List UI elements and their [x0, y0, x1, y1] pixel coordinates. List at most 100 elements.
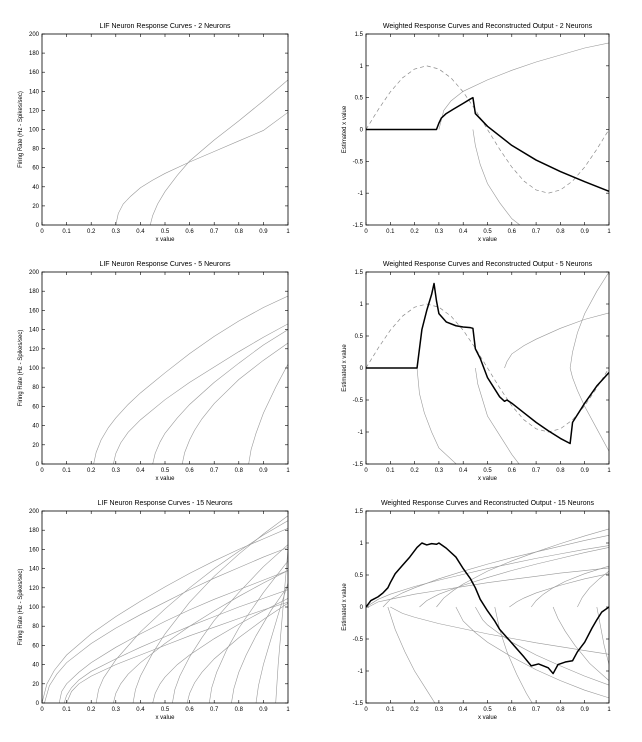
neuron-curve-1 — [416, 367, 457, 464]
y-tick-label: 0 — [360, 128, 364, 134]
plot-area — [366, 272, 609, 464]
y-tick-label: 180 — [29, 289, 40, 295]
neuron-curve-2 — [149, 79, 288, 225]
neuron-curve-4 — [63, 589, 288, 703]
x-tick-label: 0 — [40, 468, 44, 474]
plot-area — [115, 79, 288, 225]
x-tick-label: 0.4 — [136, 468, 145, 474]
y-tick-label: 200 — [29, 270, 40, 276]
neuron-curve-5 — [248, 364, 288, 464]
y-tick-label: -0.5 — [353, 159, 364, 165]
neuron-curve-7 — [113, 570, 288, 703]
axes-frame — [41, 271, 289, 465]
y-axis-label: Firing Rate (Hz - Spikes/sec) — [18, 330, 24, 407]
panel-lif-2: 0 0.1 0.2 0.3 0.4 0.5 0.6 0.7 0.8 0.9 1 0 20 40 60 80 10… — [18, 23, 290, 243]
y-tick-label: 1 — [360, 302, 364, 308]
x-tick-label: 0.5 — [161, 468, 170, 474]
neuron-curve-12 — [596, 606, 609, 665]
x-tick-label: 0.1 — [386, 468, 395, 474]
y-tick-label: 60 — [32, 404, 39, 410]
y-axis-label: Firing Rate (Hz - Spikes/sec) — [18, 91, 24, 168]
neuron-curve-8 — [509, 573, 609, 608]
y-tick-label: 0.5 — [355, 96, 364, 102]
x-tick-label: 0 — [40, 707, 44, 713]
y-axis-label: Estimated x value — [342, 583, 348, 631]
y-axis-label: Firing Rate (Hz - Spikes/sec) — [18, 569, 24, 646]
neuron-curve-12 — [208, 560, 288, 703]
x-tick-label: 0.4 — [459, 229, 468, 235]
chart-title: Weighted Response Curves and Reconstruct… — [383, 261, 593, 268]
x-tick-label: 0.8 — [235, 707, 244, 713]
plot-area — [366, 528, 609, 703]
x-tick-label: 0 — [364, 707, 368, 713]
x-tick-label: 0.9 — [259, 229, 268, 235]
neuron-curve-5 — [569, 272, 609, 369]
x-tick-label: 0.1 — [386, 229, 395, 235]
x-tick-label: 0.5 — [483, 468, 492, 474]
x-axis-label: x value — [155, 715, 175, 721]
reconstructed-output-curve — [366, 282, 609, 445]
neuron-curve-4 — [181, 342, 288, 464]
y-tick-label: -1.5 — [353, 462, 364, 468]
y-tick-label: 60 — [32, 643, 39, 649]
y-tick-label: -1.5 — [353, 223, 364, 229]
neuron-curve-6 — [95, 520, 288, 703]
y-tick-label: 160 — [29, 308, 40, 314]
x-tick-label: 0.8 — [556, 707, 565, 713]
neuron-curve-2 — [113, 323, 288, 464]
x-tick-label: 0.2 — [410, 229, 419, 235]
x-tick-label: 0.9 — [581, 707, 590, 713]
neuron-curve-1 — [366, 545, 609, 608]
neuron-curve-1 — [438, 42, 609, 130]
x-tick-label: 0.9 — [581, 468, 590, 474]
x-tick-label: 0.2 — [410, 707, 419, 713]
neuron-curve-8 — [132, 515, 288, 703]
y-tick-label: 120 — [29, 586, 40, 592]
axes-frame — [41, 510, 289, 704]
x-tick-label: 0.6 — [508, 229, 517, 235]
x-tick-label: 0.2 — [87, 707, 96, 713]
neuron-curve-2 — [44, 547, 288, 703]
x-tick-label: 0.9 — [259, 707, 268, 713]
neuron-curve-13 — [231, 585, 288, 703]
y-tick-label: -0.5 — [353, 398, 364, 404]
x-tick-label: 0.4 — [459, 468, 468, 474]
y-axis-label: Estimated x value — [342, 105, 348, 153]
neuron-curve-6 — [475, 606, 609, 686]
y-tick-label: 0 — [360, 605, 364, 611]
y-tick-label: 40 — [32, 663, 39, 669]
y-tick-label: 0 — [36, 701, 40, 707]
neuron-curve-1 — [115, 112, 288, 225]
neuron-curve-5 — [455, 606, 609, 699]
x-axis-label: x value — [478, 476, 498, 482]
x-tick-label: 0.2 — [87, 468, 96, 474]
y-tick-label: 140 — [29, 567, 40, 573]
plot-area — [42, 515, 288, 703]
x-tick-label: 0.4 — [136, 707, 145, 713]
neuron-curve-10 — [172, 544, 288, 703]
y-tick-label: 200 — [29, 509, 40, 515]
y-tick-label: 200 — [29, 32, 40, 38]
x-tick-label: 0.5 — [483, 707, 492, 713]
neuron-curve-1 — [42, 528, 288, 703]
y-tick-label: 120 — [29, 347, 40, 353]
x-tick-label: 0.7 — [210, 707, 219, 713]
x-tick-label: 0.2 — [410, 468, 419, 474]
x-tick-label: 0.5 — [161, 229, 170, 235]
chart-title: LIF Neuron Response Curves - 2 Neurons — [99, 23, 231, 30]
x-tick-label: 0 — [40, 229, 44, 235]
x-tick-label: 0.6 — [185, 229, 194, 235]
x-tick-label: 1 — [286, 468, 290, 474]
x-tick-label: 0.7 — [532, 468, 541, 474]
neuron-curve-13 — [390, 606, 609, 655]
y-tick-label: 140 — [29, 89, 40, 95]
neuron-curve-2 — [472, 129, 521, 225]
y-tick-label: 1.5 — [355, 509, 364, 515]
reconstructed-output-curve — [366, 542, 609, 675]
panel-recon-15: 0 0.1 0.2 0.3 0.4 0.5 0.6 0.7 0.8 0.9 1 -1.5 -1 -0.5 0… — [342, 500, 611, 721]
y-tick-label: 180 — [29, 528, 40, 534]
x-tick-label: 0.8 — [556, 229, 565, 235]
y-tick-label: 1 — [360, 64, 364, 70]
chart-title: LIF Neuron Response Curves - 15 Neurons — [97, 500, 233, 507]
